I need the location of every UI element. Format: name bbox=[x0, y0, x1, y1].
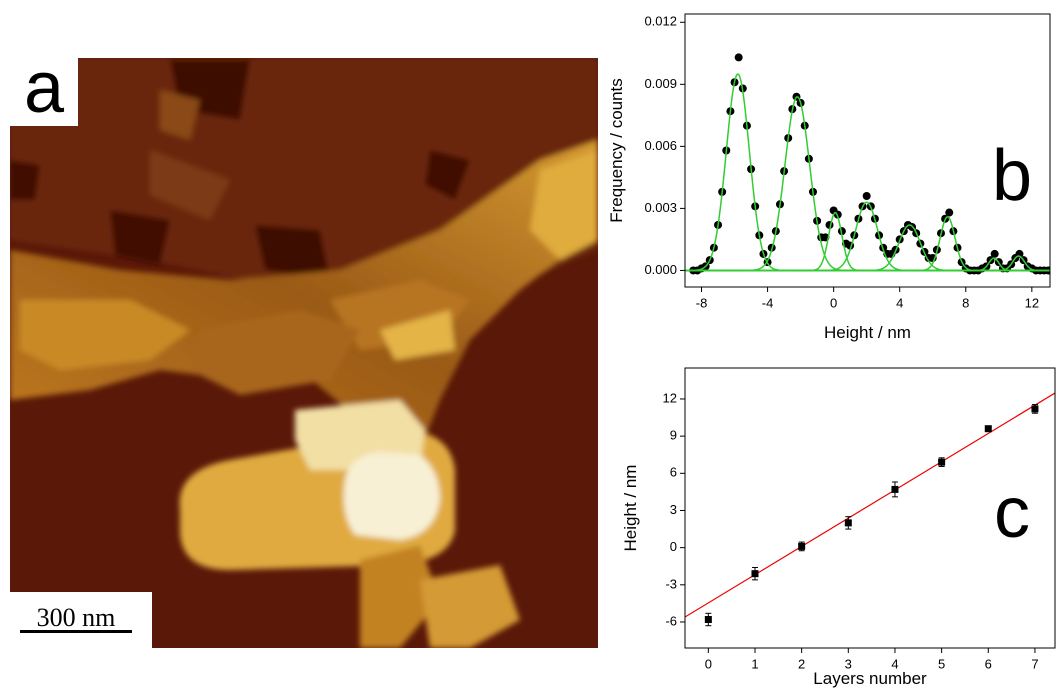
panel-label: c bbox=[994, 473, 1030, 553]
x-tick-label: 1 bbox=[751, 656, 758, 671]
y-tick-label: -3 bbox=[665, 576, 677, 591]
x-tick-label: 5 bbox=[938, 656, 945, 671]
data-point bbox=[938, 459, 945, 466]
x-tick-label: 4 bbox=[896, 295, 903, 310]
x-tick-label: 0 bbox=[830, 295, 837, 310]
y-tick-label: 9 bbox=[670, 428, 677, 443]
data-point bbox=[1031, 405, 1038, 412]
x-tick-label: 6 bbox=[985, 656, 992, 671]
data-point bbox=[891, 486, 898, 493]
y-tick-label: 0.012 bbox=[644, 14, 677, 29]
x-tick-label: 7 bbox=[1031, 656, 1038, 671]
y-tick-label: 0 bbox=[670, 539, 677, 554]
x-tick-label: -8 bbox=[696, 295, 708, 310]
x-axis-label: Height / nm bbox=[824, 323, 911, 342]
y-axis-label: Height / nm bbox=[621, 465, 640, 552]
data-point bbox=[845, 519, 852, 526]
data-point bbox=[705, 616, 712, 623]
panel-label: b bbox=[992, 136, 1032, 216]
y-tick-label: 0.009 bbox=[644, 76, 677, 91]
y-tick-label: 12 bbox=[663, 390, 677, 405]
scale-bar-label: 300 nm bbox=[37, 603, 116, 632]
y-tick-label: -6 bbox=[665, 613, 677, 628]
data-point bbox=[863, 192, 871, 200]
scale-bar bbox=[20, 630, 132, 633]
x-tick-label: 12 bbox=[1025, 295, 1039, 310]
y-tick-label: 3 bbox=[670, 502, 677, 517]
y-tick-label: 0.000 bbox=[644, 262, 677, 277]
x-tick-label: -4 bbox=[762, 295, 774, 310]
gaussian-fit bbox=[685, 258, 1050, 270]
y-tick-label: 0.006 bbox=[644, 138, 677, 153]
data-point bbox=[751, 570, 758, 577]
y-tick-label: 6 bbox=[670, 465, 677, 480]
data-point bbox=[735, 53, 743, 61]
x-axis-label: Layers number bbox=[813, 669, 927, 688]
figure: a 300 nm -8-4048120.0000.0030.0060.0090.… bbox=[0, 0, 1056, 697]
data-point bbox=[945, 209, 953, 217]
y-axis-label: Frequency / counts bbox=[607, 78, 626, 223]
data-point bbox=[985, 425, 992, 432]
data-point bbox=[798, 543, 805, 550]
data-point bbox=[991, 250, 999, 258]
panel-label: a bbox=[24, 48, 65, 128]
x-tick-label: 8 bbox=[962, 295, 969, 310]
x-tick-label: 2 bbox=[798, 656, 805, 671]
y-tick-label: 0.003 bbox=[644, 200, 677, 215]
x-tick-label: 0 bbox=[705, 656, 712, 671]
afm-image: a 300 nm bbox=[10, 48, 598, 648]
